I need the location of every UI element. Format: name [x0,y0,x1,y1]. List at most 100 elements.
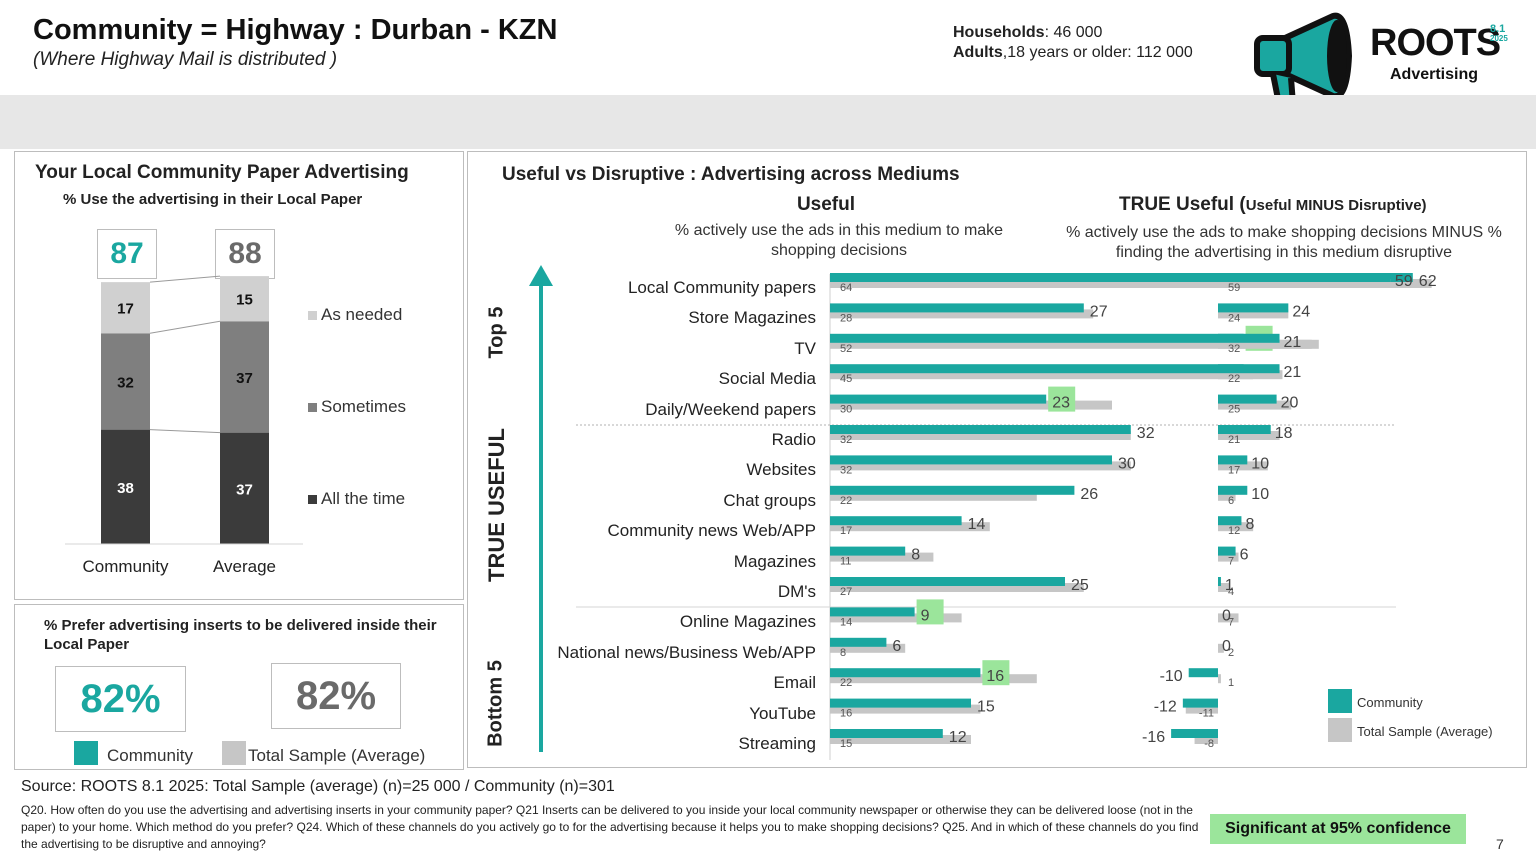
logo-wordmark: ROOTS [1370,22,1501,64]
inserts-legend-total-swatch [222,741,246,765]
true-community-label: 59 [1395,273,1413,290]
useful-community-label: 16 [986,668,1004,685]
useful-total-label: 28 [840,312,852,324]
true-community-label: 6 [1240,547,1249,564]
useful-community-label: 14 [968,516,986,533]
true-total-label: 2 [1228,647,1234,659]
stack-segment-label: 37 [236,481,253,498]
true-community-label: 20 [1281,395,1299,412]
true-community-bar [1218,425,1271,434]
inserts-legend-total: Total Sample (Average) [248,746,426,765]
category-label: Average [213,557,276,576]
useful-total-bar [830,552,934,562]
true-total-bar [1194,735,1218,744]
useful-community-bar [830,485,1075,495]
panel-inserts-title: % Prefer advertising inserts to be deliv… [44,617,437,653]
inserts-legend-community: Community [107,746,193,765]
significance-badge: Significant at 95% confidence [1210,814,1466,844]
useful-total-bar [830,491,1037,501]
useful-total-label: 32 [840,434,852,446]
useful-total-bar [830,431,1131,440]
useful-community-bar [830,303,1084,313]
questions-note: Q20. How often do you use the advertisin… [21,803,1199,851]
useful-community-label: 12 [949,729,967,746]
stack-connector-line [149,275,221,283]
true-total-bar [1218,552,1239,562]
stack-connector-line [149,320,221,334]
true-total-label: 7 [1228,616,1234,628]
category-label: Streaming [738,734,816,753]
category-label: Local Community papers [627,278,816,297]
stack-segment-2 [101,282,150,334]
useful-community-bar [830,698,971,708]
stack-segment-1 [220,321,269,433]
legend-total-swatch [1328,718,1352,742]
useful-community-bar [830,546,906,556]
page-number: 7 [1496,836,1504,852]
useful-community-label: 62 [1419,273,1437,290]
megaphone-icon [1254,12,1352,107]
true-community-bar [1218,333,1280,343]
true-total-label: -11 [1199,708,1214,720]
category-label: Community news Web/APP [607,521,816,541]
useful-community-bar [830,394,1047,404]
useful-total-bar [830,735,971,744]
useful-total-bar [830,643,906,653]
stack-segment-label: 37 [236,370,253,387]
useful-community-bar [830,333,1244,343]
useful-community-label: 9 [921,607,930,624]
significance-highlight [1048,386,1076,412]
inserts-legend-community-swatch [74,741,98,765]
panel-inserts: % Prefer advertising inserts to be deliv… [14,604,464,770]
true-total-label: 32 [1228,343,1240,355]
useful-total-bar [830,400,1112,410]
useful-community-label: 6 [892,638,901,655]
useful-total-bar [830,279,1432,288]
header-band [0,95,1536,149]
useful-community-label: 26 [1080,486,1098,503]
category-label: Community [83,557,169,576]
true-total-label: 4 [1228,586,1234,598]
useful-total-label: 14 [840,616,852,628]
inserts-average-value: 82% [271,663,401,729]
panel-local-title: Your Local Community Paper Advertising [35,162,409,183]
useful-total-label: 64 [840,282,852,294]
useful-community-bar [830,668,981,678]
useful-panel-title: Useful vs Disruptive : Advertising acros… [502,164,960,185]
legend-as-needed-swatch [308,311,317,320]
category-labels: Local Community papers Store Magazines TV S… [468,152,816,769]
useful-community-label: 23 [1052,395,1070,412]
community-total-box: 87 [97,229,157,279]
true-community-bar [1218,577,1221,586]
true-community-label: -16 [1142,729,1165,746]
true-community-label: 18 [1275,425,1293,442]
source-note: Source: ROOTS 8.1 2025: Total Sample (av… [21,778,615,795]
true-community-label: 1 [1225,577,1234,594]
legend-total: Total Sample (Average) [1357,724,1493,739]
true-community-label: 21 [1284,364,1302,381]
true-community-bar [1218,303,1289,313]
category-label: Radio [771,430,816,449]
true-total-label: 17 [1228,464,1240,476]
category-label: Magazines [733,551,816,571]
true-total-label: 7 [1228,556,1234,568]
stack-segment-1 [101,333,150,430]
true-total-bar [1218,339,1312,349]
true-total-bar [1218,309,1289,319]
category-label: Social Media [718,369,816,389]
true-total-label: -8 [1204,738,1214,750]
true-total-bar [1218,461,1268,471]
useful-total-label: 22 [840,495,852,507]
category-label: Chat groups [723,490,816,510]
true-community-bar [1218,273,1391,282]
useful-total-label: 8 [840,647,846,659]
true-community-bar [1218,455,1248,465]
true-useful-heading: TRUE Useful (Useful MINUS Disruptive) [1119,194,1427,215]
useful-total-bar [830,583,1084,592]
useful-community-bar [830,455,1112,465]
true-total-bar [1218,491,1236,501]
useful-description: % actively use the ads in this medium to… [674,222,1004,259]
true-total-bar [1218,643,1224,653]
category-label: DM's [777,582,816,601]
legend-sometimes-swatch [308,403,317,412]
